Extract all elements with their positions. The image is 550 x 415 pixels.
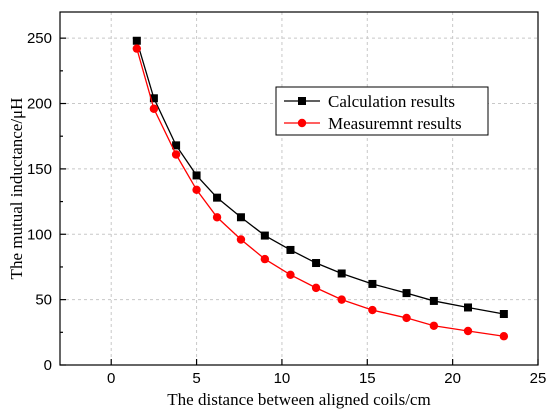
series-2	[132, 44, 509, 341]
data-point	[429, 296, 438, 305]
x-axis-title: The distance between aligned coils/cm	[167, 390, 430, 409]
x-tick-label: 15	[359, 370, 376, 387]
data-point	[172, 141, 181, 150]
data-point	[149, 104, 159, 113]
data-point	[260, 254, 270, 264]
y-tick-label: 150	[27, 161, 52, 178]
data-point	[260, 231, 269, 240]
y-tick-label: 100	[27, 226, 52, 243]
series-line	[136, 40, 504, 315]
data-point	[236, 235, 246, 244]
x-tick-label: 10	[274, 370, 291, 387]
data-point	[402, 289, 411, 298]
data-point	[212, 213, 222, 222]
series-1	[132, 36, 508, 319]
x-tick-label: 0	[107, 370, 115, 387]
data-point	[368, 279, 377, 288]
data-point	[236, 213, 245, 222]
legend-marker	[297, 118, 307, 128]
data-point	[312, 259, 321, 268]
legend-label: Calculation results	[328, 92, 455, 111]
data-point	[213, 193, 222, 202]
data-point	[132, 36, 141, 45]
y-tick-label: 0	[44, 357, 52, 374]
data-point	[132, 44, 142, 53]
data-point	[311, 283, 321, 293]
legend-marker	[298, 97, 306, 105]
data-point	[499, 310, 508, 319]
legend-item: Calculation results	[284, 92, 455, 111]
data-point	[464, 303, 473, 312]
series-layer	[132, 36, 509, 341]
data-point	[402, 313, 411, 323]
data-point	[337, 269, 346, 278]
y-tick-label: 50	[35, 292, 52, 309]
legend: Calculation results Measuremnt results	[275, 86, 489, 136]
plot-frame	[59, 11, 539, 366]
legend-item: Measuremnt results	[284, 114, 462, 133]
data-point	[286, 270, 295, 279]
x-tick-label: 20	[444, 370, 461, 387]
legend-label: Measuremnt results	[328, 114, 462, 133]
data-point	[192, 171, 201, 180]
data-point	[429, 321, 439, 330]
y-axis-title: The mutual inductance/μH	[7, 98, 26, 280]
data-point	[192, 185, 201, 195]
data-point	[171, 150, 181, 159]
data-point	[337, 295, 346, 304]
legend-box	[275, 86, 489, 136]
data-point	[286, 245, 295, 254]
y-tick-label: 200	[27, 96, 52, 113]
data-point	[463, 326, 473, 336]
x-tick-label: 25	[530, 370, 547, 387]
axis-ticks	[60, 37, 539, 366]
data-point	[149, 94, 158, 103]
x-tick-label: 5	[192, 370, 200, 387]
y-tick-label: 250	[27, 30, 52, 47]
grid	[60, 12, 538, 365]
data-point	[368, 305, 377, 315]
data-point	[499, 332, 509, 341]
